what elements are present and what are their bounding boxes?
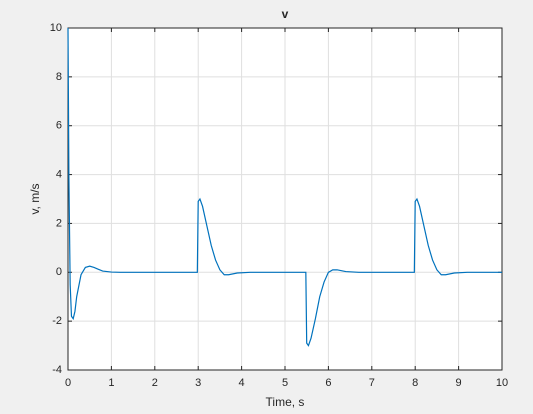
data-line: [67, 27, 502, 347]
x-tick-label: 0: [65, 377, 71, 389]
y-tick-label: -2: [52, 315, 62, 327]
x-tick-label: 6: [325, 377, 331, 389]
y-tick-label: 0: [56, 266, 62, 278]
x-tick-label: 10: [496, 377, 508, 389]
y-tick-label: 2: [56, 217, 62, 229]
x-tick-label: 8: [412, 377, 418, 389]
x-tick-label: 3: [195, 377, 201, 389]
x-tick-label: 5: [282, 377, 288, 389]
y-tick-label: 8: [56, 71, 62, 83]
x-tick-label: 1: [108, 377, 114, 389]
x-axis-label: Time, s: [266, 395, 305, 409]
axes-box: [67, 27, 503, 371]
y-tick-label: 10: [50, 22, 62, 34]
y-tick-label: 6: [56, 120, 62, 132]
y-tick-label: 4: [56, 168, 62, 180]
y-tick-label: -4: [52, 364, 62, 376]
chart-title: v: [282, 7, 289, 21]
x-tick-label: 2: [152, 377, 158, 389]
x-tick-label: 7: [369, 377, 375, 389]
x-tick-label: 9: [456, 377, 462, 389]
y-axis-label: v, m/s: [28, 183, 42, 214]
x-tick-label: 4: [239, 377, 245, 389]
